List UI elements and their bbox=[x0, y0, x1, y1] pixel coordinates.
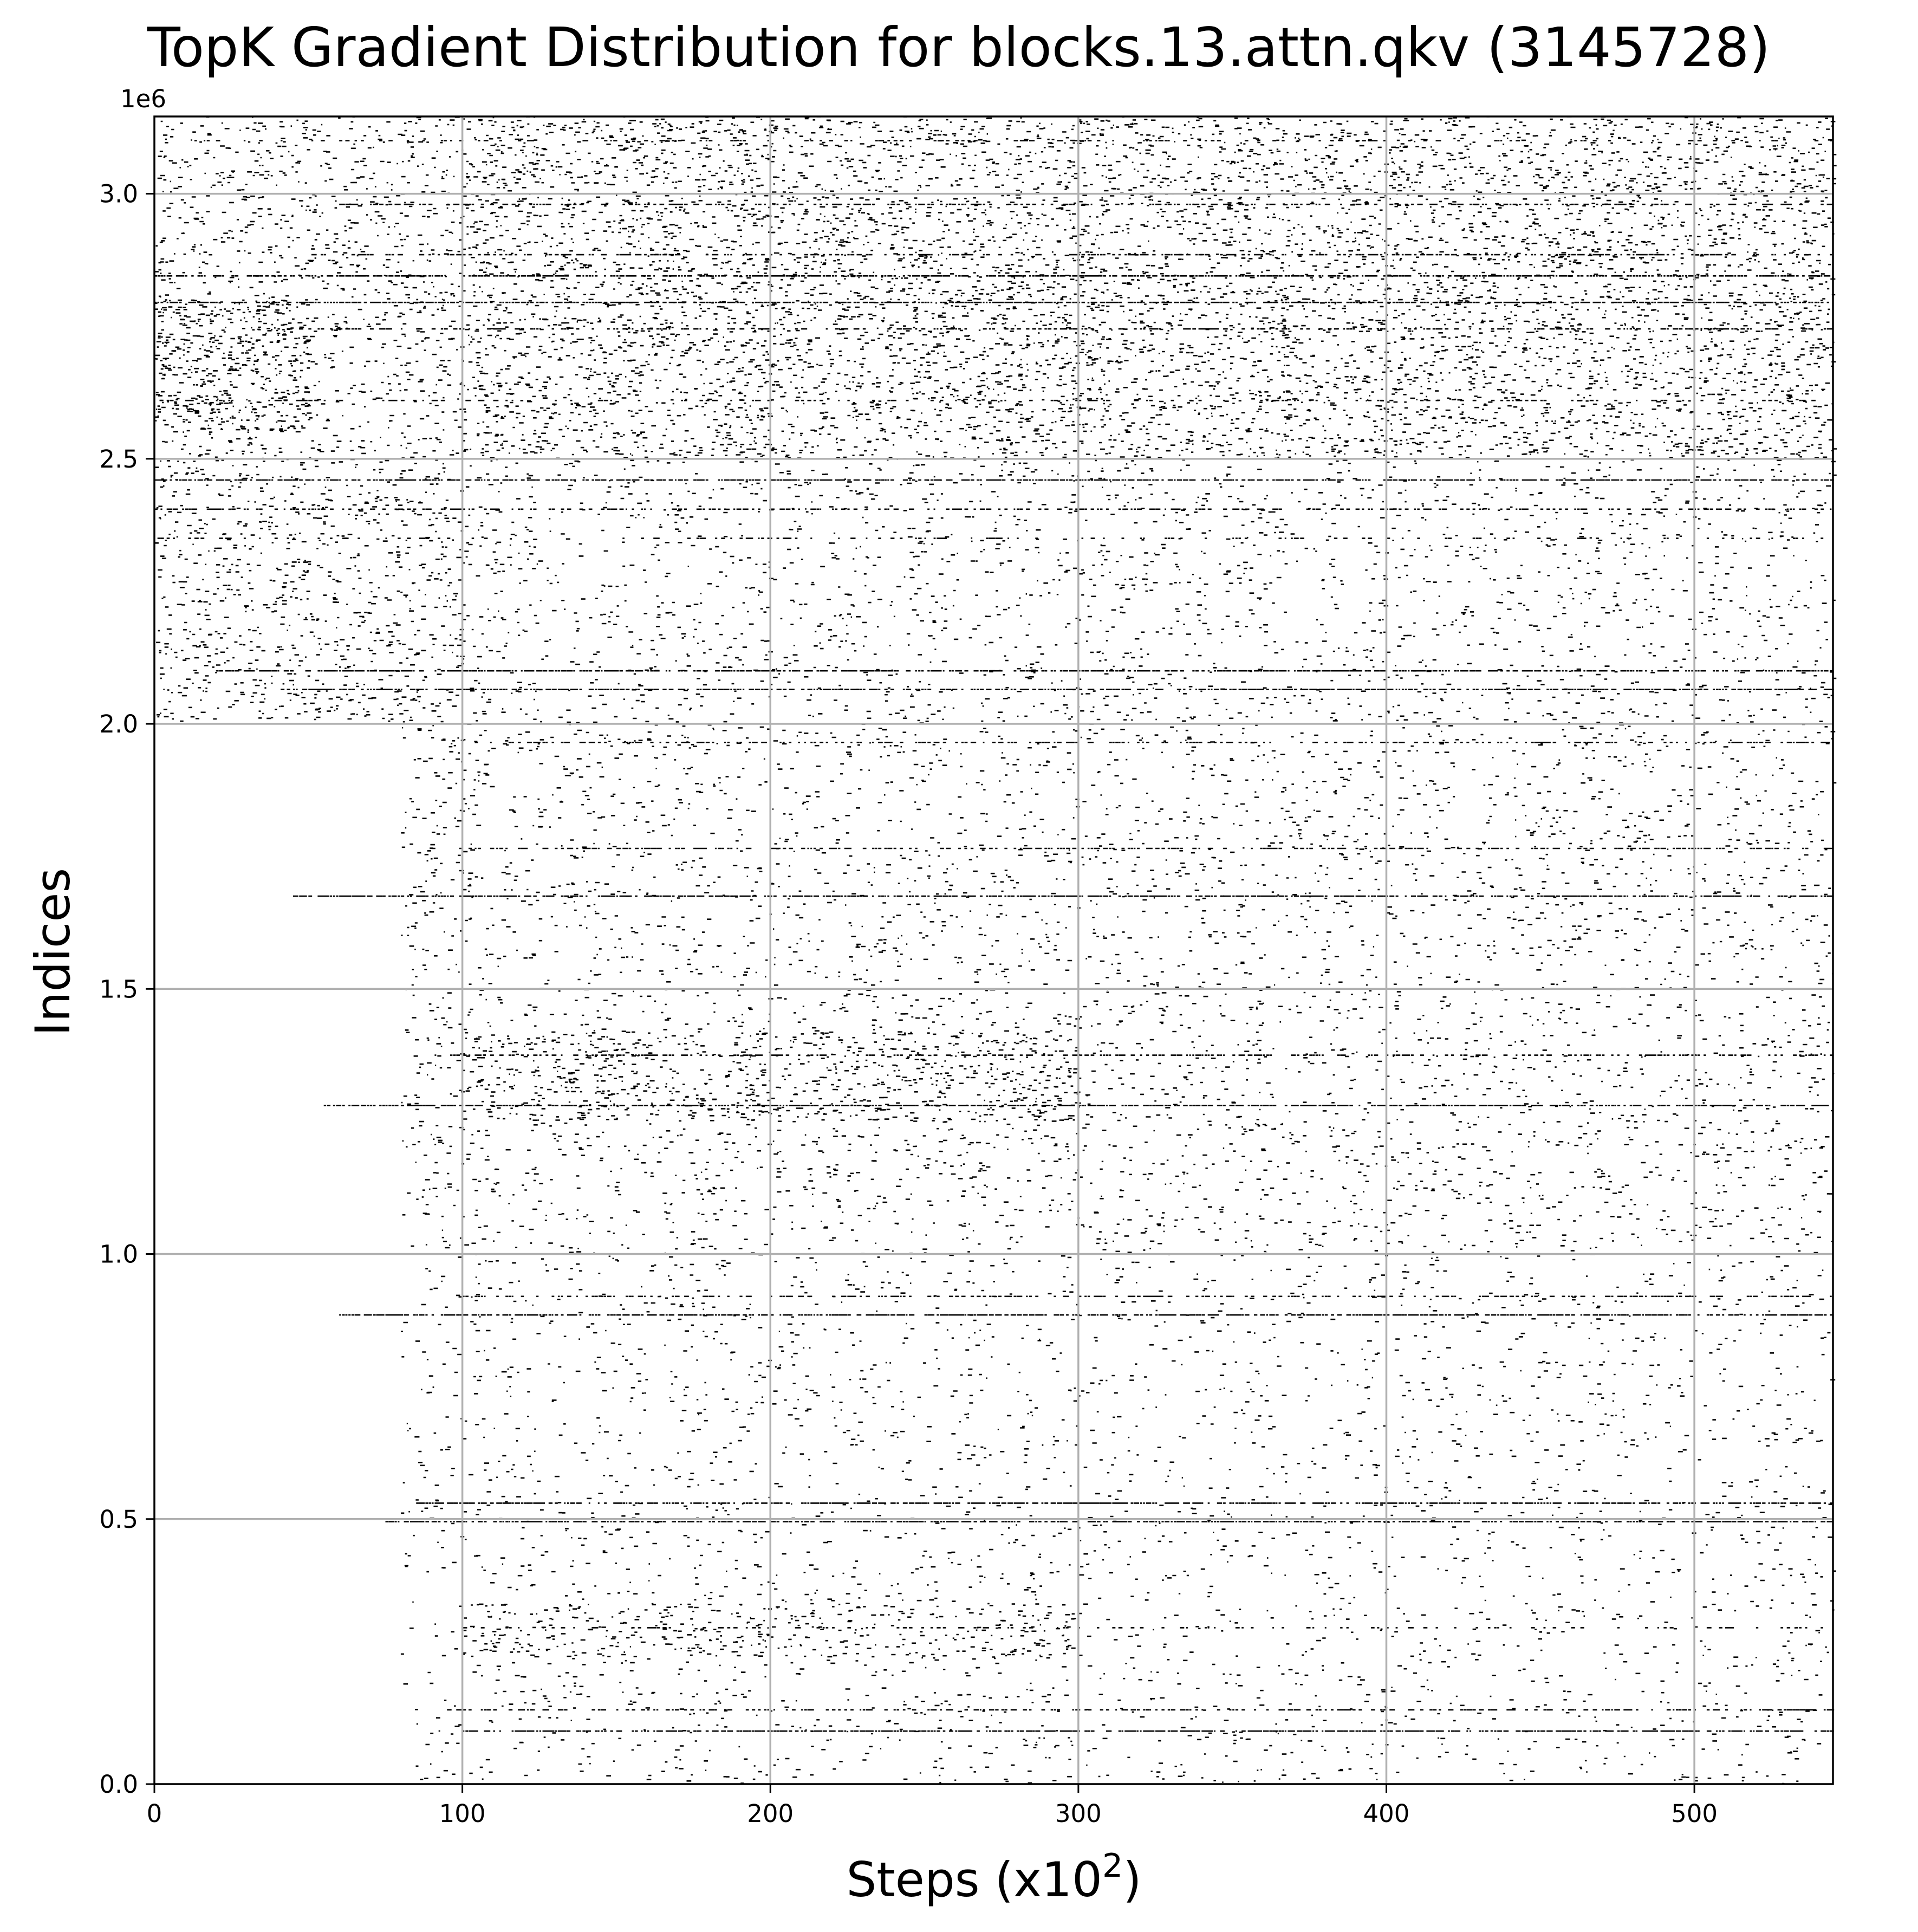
scatter-region-0 bbox=[154, 115, 467, 724]
scatter-marks bbox=[463, 458, 1837, 725]
scatter-marks bbox=[463, 1030, 1082, 1123]
scatter-marks bbox=[401, 723, 1837, 1255]
scatter-marks bbox=[462, 115, 1837, 460]
scatter-region-8 bbox=[462, 1603, 1083, 1658]
scatter-region-1 bbox=[154, 299, 312, 433]
scatter-region-7 bbox=[400, 1518, 1836, 1785]
y-tick-label: 1.0 bbox=[99, 1240, 138, 1269]
scatter-marks bbox=[400, 1518, 1836, 1785]
x-axis-ticks: 0 100 200 300 400 500 bbox=[147, 1784, 1718, 1828]
grid-lines bbox=[154, 116, 1833, 1784]
index-marks bbox=[154, 115, 1837, 1785]
x-tick-label: 0 bbox=[147, 1799, 162, 1828]
plot-frame bbox=[153, 115, 1834, 1785]
scatter-region-5 bbox=[463, 1030, 1082, 1123]
plot-area bbox=[153, 115, 1837, 1785]
y-offset-label: 1e6 bbox=[120, 85, 166, 113]
chart-title: TopK Gradient Distribution for blocks.13… bbox=[147, 16, 1770, 79]
scatter-marks bbox=[462, 1603, 1083, 1658]
y-tick-label: 2.5 bbox=[99, 445, 138, 474]
y-tick-label: 1.5 bbox=[99, 975, 138, 1003]
x-tick-label: 100 bbox=[439, 1799, 486, 1828]
y-tick-label: 3.0 bbox=[99, 180, 138, 209]
x-axis-label: Steps (x102) bbox=[846, 1847, 1141, 1908]
scatter-marks bbox=[154, 115, 467, 724]
y-tick-label: 0.5 bbox=[99, 1505, 138, 1534]
scatter-marks bbox=[401, 1253, 1836, 1520]
x-tick-label: 400 bbox=[1363, 1799, 1410, 1828]
x-tick-label: 300 bbox=[1055, 1799, 1102, 1828]
scatter-region-3 bbox=[463, 458, 1837, 725]
x-tick-label: 200 bbox=[747, 1799, 794, 1828]
scatter-region-4 bbox=[401, 723, 1837, 1255]
scatter-marks bbox=[154, 299, 312, 433]
scatter-region-6 bbox=[401, 1253, 1836, 1520]
y-axis-label: Indices bbox=[25, 868, 81, 1036]
plot-background bbox=[154, 116, 1833, 1784]
y-tick-label: 0.0 bbox=[99, 1770, 138, 1799]
y-tick-label: 2.0 bbox=[99, 710, 138, 738]
y-axis-ticks: 0.0 0.5 1.0 1.5 2.0 2.5 3.0 bbox=[99, 180, 154, 1799]
scatter-region-2 bbox=[462, 115, 1837, 460]
x-tick-label: 500 bbox=[1671, 1799, 1718, 1828]
